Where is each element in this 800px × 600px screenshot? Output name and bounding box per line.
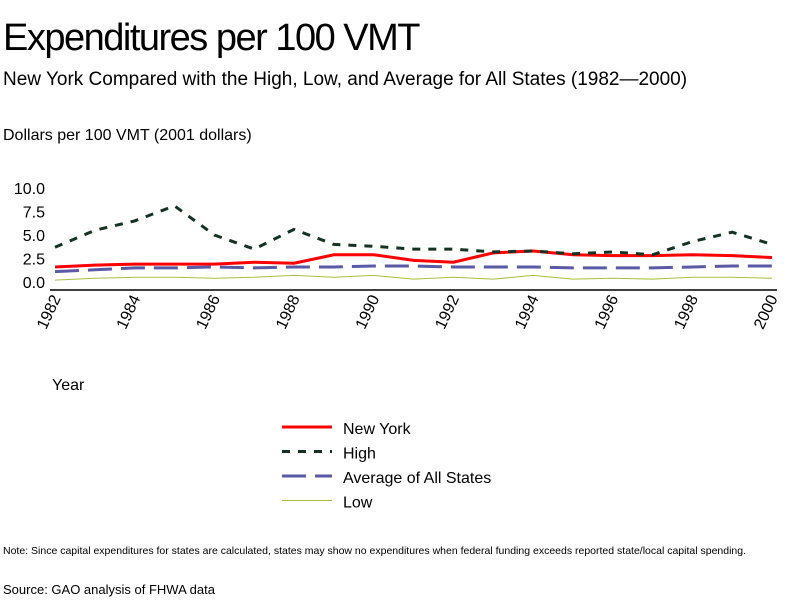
x-axis-label: Year — [52, 377, 85, 394]
x-tick-label: 1994 — [512, 292, 542, 332]
x-tick-label: 1990 — [353, 292, 383, 332]
series-line-new-york — [54, 249, 773, 269]
chart-title: Expenditures per 100 VMT — [3, 17, 420, 59]
x-tick-label: 1984 — [114, 292, 144, 332]
series-line-high — [54, 204, 773, 257]
y-axis-label: Dollars per 100 VMT (2001 dollars) — [3, 127, 252, 144]
x-tick-label: 1986 — [194, 292, 224, 332]
y-tick-label: 7.5 — [23, 205, 45, 222]
series-line-average-of-all-states — [54, 264, 772, 274]
legend: New York High Average of All States Low — [282, 421, 491, 512]
legend-label: High — [343, 446, 376, 463]
legend-label: Low — [343, 495, 373, 512]
x-tick-label: 1988 — [273, 292, 303, 332]
legend-label: New York — [343, 421, 412, 438]
x-tick-label: 2000 — [751, 292, 781, 332]
y-tick-label: 0.0 — [23, 275, 45, 292]
y-tick-label: 5.0 — [23, 228, 45, 245]
chart-source: Source: GAO analysis of FHWA data — [3, 582, 216, 597]
y-tick-label: 10.0 — [14, 181, 45, 198]
x-tick-label: 1992 — [433, 292, 463, 332]
y-tick-label: 2.5 — [23, 252, 45, 269]
chart-subtitle: New York Compared with the High, Low, an… — [3, 69, 687, 90]
x-tick-label: 1996 — [592, 292, 622, 332]
x-tick-label: 1982 — [34, 292, 64, 332]
legend-label: Average of All States — [343, 470, 491, 487]
chart-note: Note: Since capital expenditures for sta… — [3, 545, 746, 557]
series-line-low — [54, 274, 773, 281]
x-tick-label: 1998 — [672, 292, 702, 332]
